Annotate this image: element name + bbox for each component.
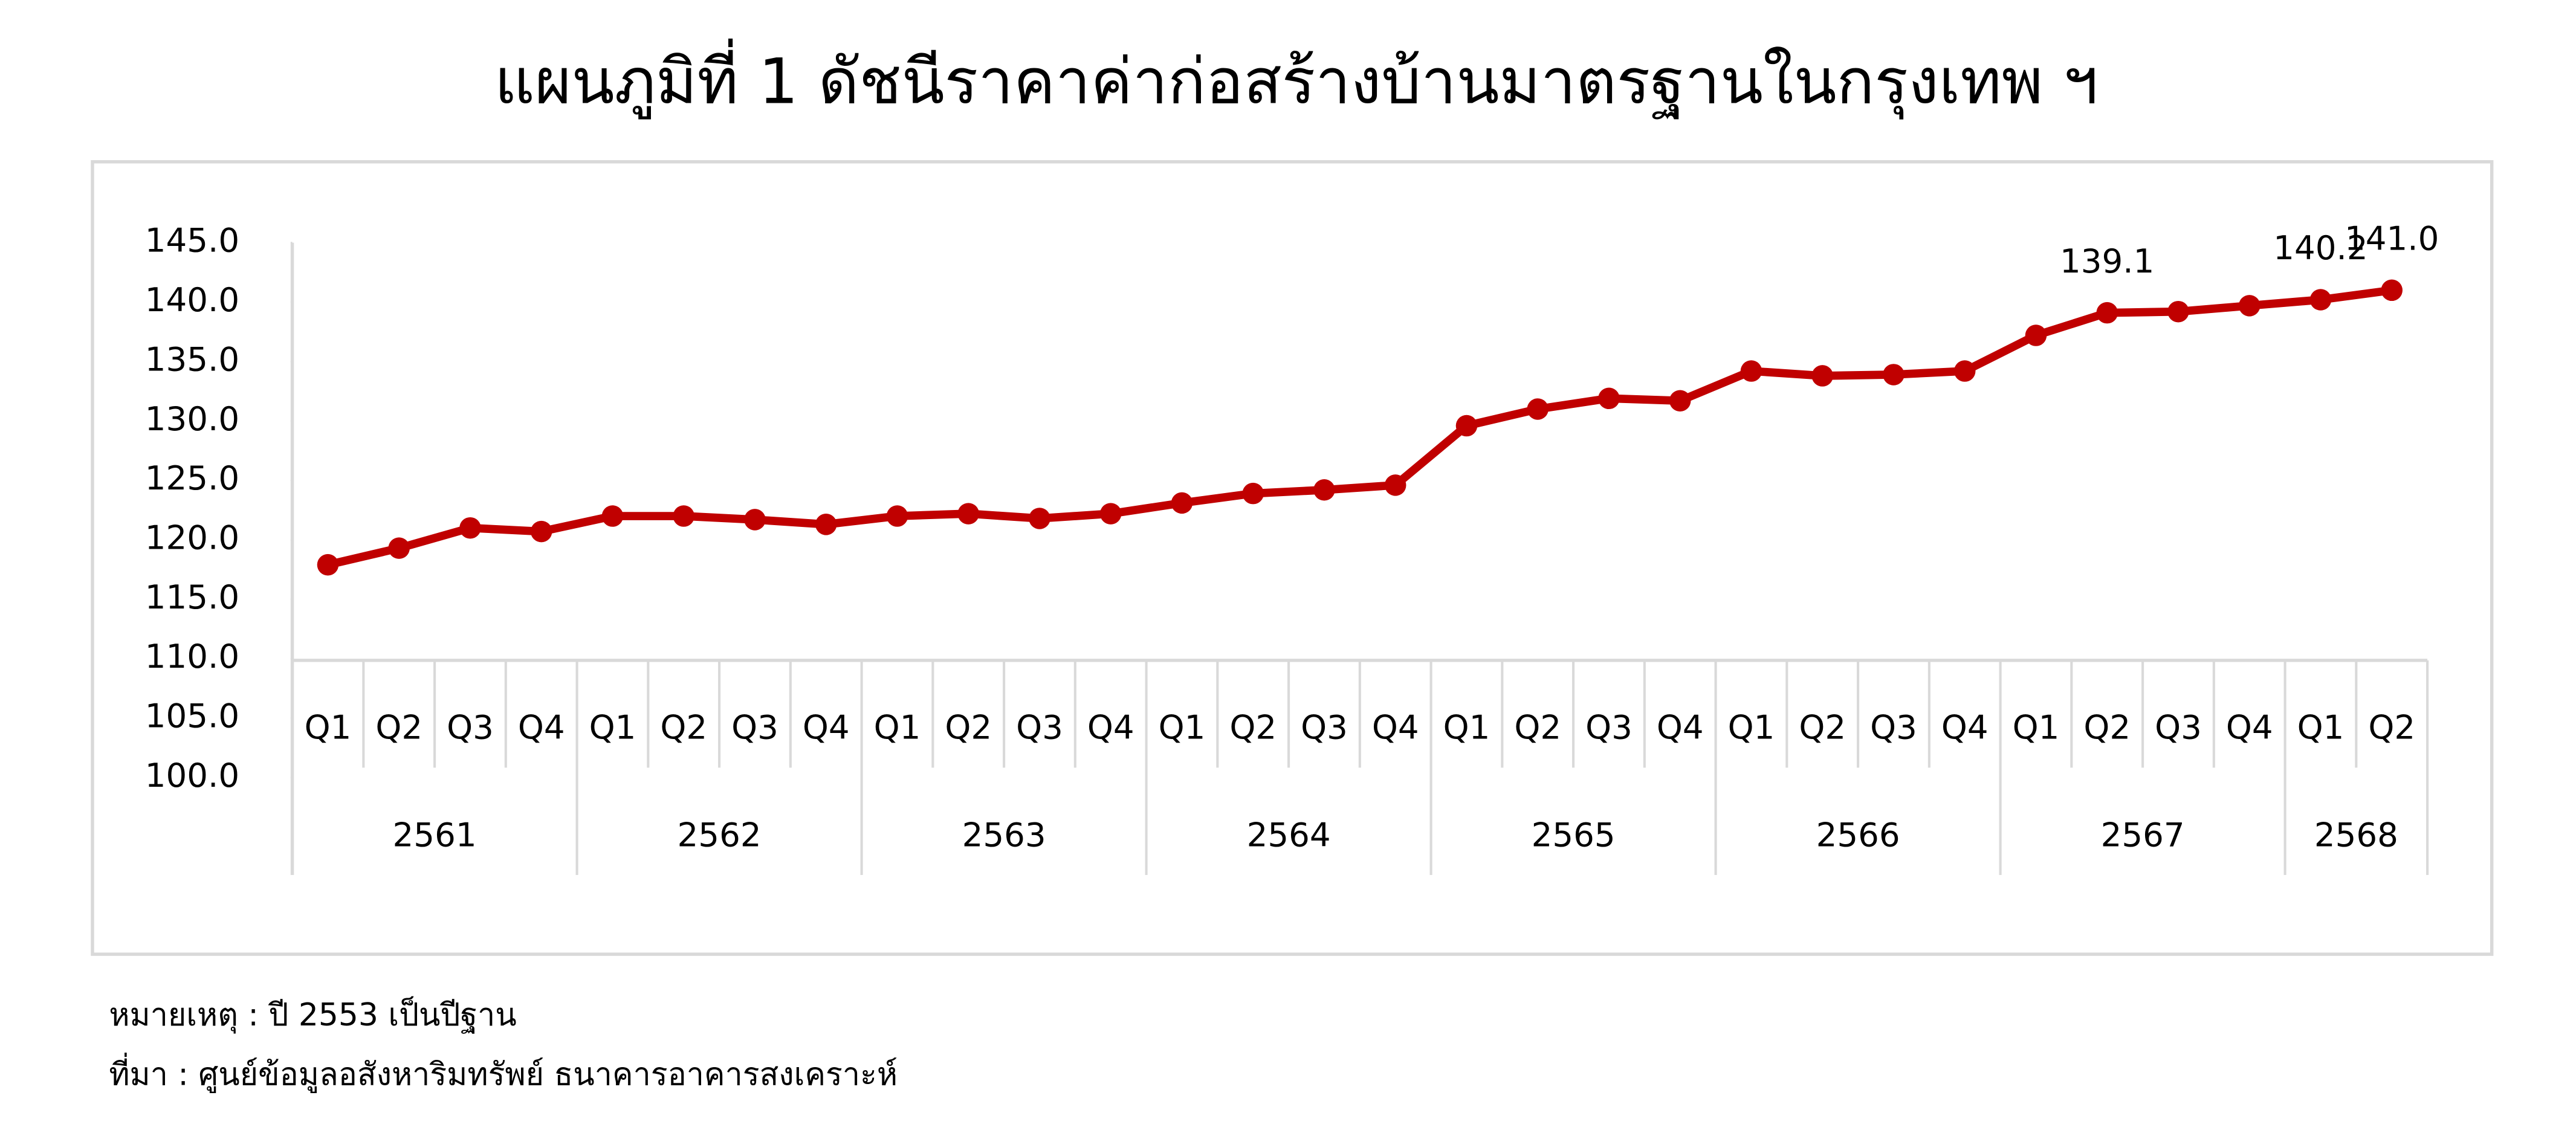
- x-tick-label: Q3: [1870, 708, 1917, 747]
- data-point: [2096, 302, 2118, 324]
- x-tick-label: Q4: [803, 708, 850, 747]
- data-point: [1953, 360, 1976, 382]
- data-point: [1740, 360, 1762, 382]
- x-tick-label: Q2: [1514, 708, 1561, 747]
- x-tick-label: Q2: [375, 708, 422, 747]
- x-tick-label: Q4: [1372, 708, 1419, 747]
- data-point: [957, 503, 979, 525]
- data-point: [1099, 503, 1122, 525]
- note: หมายเหตุ : ปี 2553 เป็นปีฐาน: [109, 996, 516, 1034]
- x-tick-label: Q3: [731, 708, 778, 747]
- group-label: 2563: [962, 815, 1046, 854]
- x-tick-label: Q1: [2297, 708, 2345, 747]
- x-tick-label: Q3: [2155, 708, 2202, 747]
- x-tick-label: Q3: [447, 708, 494, 747]
- chart-title: แผนภูมิที่ 1 ดัชนีราคาค่าก่อสร้างบ้านมาต…: [494, 38, 2099, 120]
- group-label: 2565: [1532, 815, 1616, 854]
- x-tick-label: Q1: [1159, 708, 1206, 747]
- data-point: [388, 537, 410, 559]
- x-tick-label: Q3: [1016, 708, 1063, 747]
- y-tick-label: 140.0: [145, 280, 239, 319]
- chart-frame: [91, 160, 2494, 956]
- y-tick-label: 145.0: [145, 221, 239, 260]
- data-point: [2381, 279, 2403, 302]
- data-point: [1669, 390, 1691, 412]
- data-point: [744, 509, 766, 531]
- x-tick-label: Q4: [1941, 708, 1989, 747]
- y-tick-label: 120.0: [145, 518, 239, 557]
- x-tick-label: Q2: [2083, 708, 2131, 747]
- x-tick-label: Q4: [1657, 708, 1704, 747]
- data-point: [1883, 364, 1904, 386]
- group-label: 2566: [1816, 815, 1900, 854]
- data-point: [1171, 492, 1193, 514]
- data-point: [886, 505, 908, 527]
- data-point: [1384, 474, 1406, 496]
- group-label: 2561: [393, 815, 477, 854]
- group-label: 2562: [678, 815, 762, 854]
- data-point: [2025, 324, 2047, 346]
- y-tick-label: 100.0: [145, 756, 239, 795]
- data-point: [1313, 479, 1335, 501]
- data-point: [1811, 365, 1833, 387]
- data-point: [1242, 482, 1264, 505]
- group-label: 2568: [2314, 815, 2398, 854]
- x-tick-label: Q1: [589, 708, 636, 747]
- group-label: 2564: [1247, 815, 1331, 854]
- x-tick-label: Q2: [2368, 708, 2415, 747]
- data-point: [2309, 289, 2332, 311]
- data-point: [1029, 508, 1050, 529]
- data-point: [1527, 398, 1549, 420]
- data-point: [1455, 415, 1478, 437]
- group-label: 2567: [2101, 815, 2185, 854]
- x-tick-label: Q1: [1443, 708, 1490, 747]
- data-label: 139.1: [2060, 242, 2154, 280]
- y-tick-label: 130.0: [145, 399, 239, 438]
- x-tick-label: Q2: [1799, 708, 1846, 747]
- data-point: [2167, 300, 2189, 323]
- y-tick-label: 135.0: [145, 340, 239, 378]
- data-point: [1598, 387, 1620, 410]
- source: ที่มา : ศูนย์ข้อมูลอสังหาริมทรัพย์ ธนาคา…: [109, 1052, 898, 1093]
- data-line: [326, 286, 2393, 569]
- x-tick-label: Q4: [2226, 708, 2273, 747]
- data-point: [459, 517, 481, 539]
- data-label: 141.0: [2345, 219, 2439, 257]
- data-point: [601, 505, 624, 527]
- x-tick-label: Q1: [305, 708, 352, 747]
- data-point: [673, 505, 694, 527]
- x-tick-label: Q1: [2013, 708, 2060, 747]
- y-tick-label: 125.0: [145, 459, 239, 497]
- x-tick-label: Q3: [1301, 708, 1348, 747]
- data-point: [317, 554, 339, 576]
- x-tick-label: Q2: [1229, 708, 1277, 747]
- x-tick-label: Q1: [874, 708, 921, 747]
- x-tick-label: Q4: [518, 708, 565, 747]
- x-tick-label: Q1: [1728, 708, 1775, 747]
- x-tick-label: Q2: [660, 708, 707, 747]
- data-point: [530, 520, 552, 543]
- x-tick-label: Q4: [1087, 708, 1134, 747]
- data-point: [2238, 295, 2260, 317]
- y-tick-label: 105.0: [145, 697, 239, 735]
- data-point: [815, 514, 837, 535]
- x-tick-label: Q2: [945, 708, 992, 747]
- data-label: 140.2: [2273, 228, 2367, 267]
- y-tick-label: 110.0: [145, 637, 239, 676]
- y-tick-label: 115.0: [145, 578, 239, 616]
- x-tick-label: Q3: [1585, 708, 1633, 747]
